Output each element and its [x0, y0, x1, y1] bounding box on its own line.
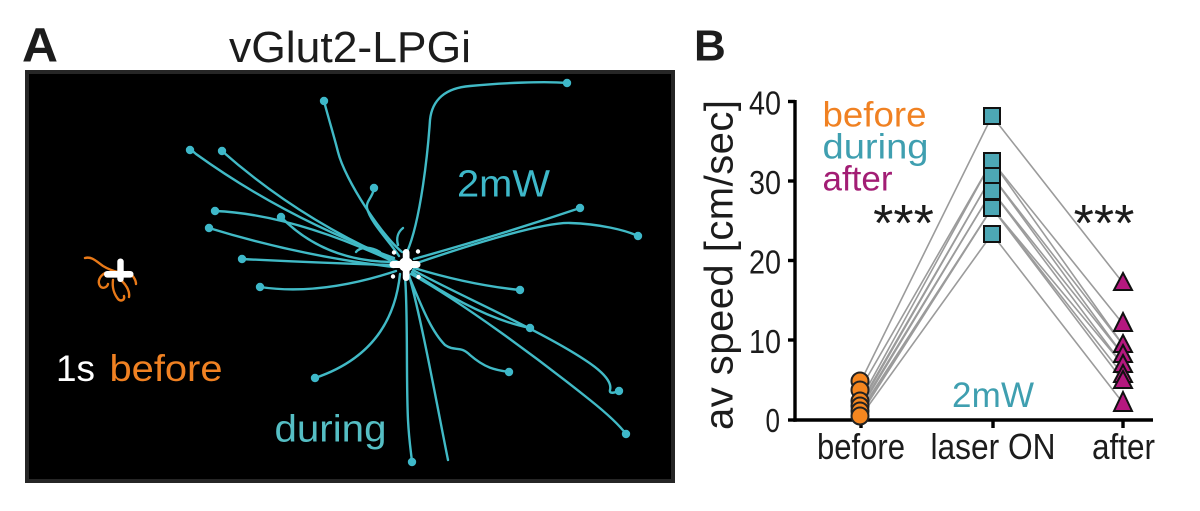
svg-text:after: after	[1092, 426, 1155, 467]
svg-text:2mW: 2mW	[952, 376, 1034, 415]
svg-text:during: during	[823, 128, 929, 167]
svg-text:***: ***	[873, 195, 934, 253]
svg-text:during: during	[275, 409, 387, 451]
svg-text:***: ***	[1074, 195, 1135, 253]
svg-text:vGlut2-LPGi: vGlut2-LPGi	[229, 23, 471, 72]
svg-text:A: A	[22, 20, 58, 73]
svg-text:B: B	[694, 22, 726, 71]
svg-text:laser ON: laser ON	[931, 426, 1056, 467]
svg-text:after: after	[823, 160, 893, 199]
svg-text:before: before	[110, 348, 223, 389]
svg-text:30: 30	[749, 164, 781, 201]
svg-text:10: 10	[749, 323, 781, 360]
svg-text:20: 20	[749, 244, 781, 281]
svg-text:before: before	[823, 96, 927, 135]
svg-text:1s: 1s	[56, 348, 95, 389]
svg-text:0: 0	[766, 402, 781, 439]
svg-text:before: before	[817, 426, 905, 467]
svg-text:av speed [cm/sec]: av speed [cm/sec]	[698, 100, 742, 430]
svg-text:2mW: 2mW	[457, 164, 550, 206]
svg-text:40: 40	[749, 85, 781, 122]
